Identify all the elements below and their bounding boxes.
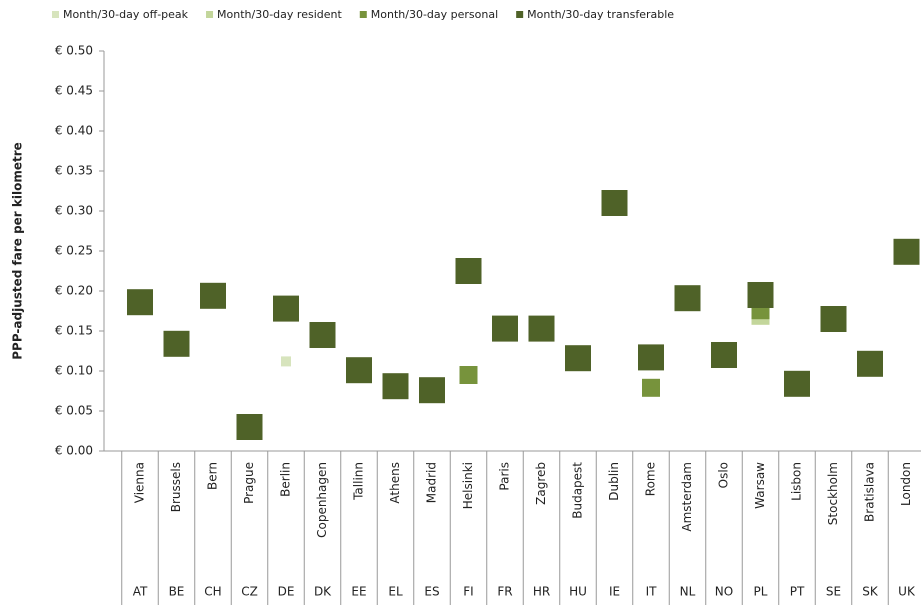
marker xyxy=(455,258,482,284)
country-code: FI xyxy=(463,585,473,599)
y-tick-label: € 0.05 xyxy=(55,404,93,418)
x-tick-label: Amsterdam xyxy=(680,462,694,532)
country-code: UK xyxy=(898,585,916,599)
marker xyxy=(309,322,336,348)
marker xyxy=(273,295,299,322)
y-tick-label: € 0.50 xyxy=(55,44,93,58)
legend-swatch xyxy=(516,11,524,18)
country-code: AT xyxy=(133,585,148,599)
x-tick-label: Madrid xyxy=(425,462,439,503)
marker xyxy=(459,366,478,384)
country-code: HU xyxy=(569,585,587,599)
marker xyxy=(236,414,263,440)
legend-label: Month/30-day resident xyxy=(217,8,342,21)
x-tick-label: Prague xyxy=(242,462,256,504)
marker xyxy=(528,315,555,342)
x-tick-label: London xyxy=(899,462,913,506)
marker xyxy=(638,344,664,371)
x-tick-label: Vienna xyxy=(133,462,147,503)
legend-swatch xyxy=(206,11,214,18)
country-code: HR xyxy=(533,585,550,599)
country-code: PT xyxy=(790,585,805,599)
x-tick-label: Lisbon xyxy=(790,462,804,501)
country-code: DE xyxy=(278,585,295,599)
legend-label: Month/30-day transferable xyxy=(527,8,674,21)
legend-label: Month/30-day personal xyxy=(371,8,498,21)
country-code: SK xyxy=(862,585,879,599)
x-tick-label: Brussels xyxy=(169,462,183,512)
country-code: IE xyxy=(609,585,620,599)
marker xyxy=(565,345,591,372)
x-tick-label: Tallinn xyxy=(352,462,366,501)
x-tick-label: Budapest xyxy=(571,462,585,519)
marker xyxy=(747,282,774,308)
y-tick-label: € 0.30 xyxy=(55,204,93,218)
marker xyxy=(382,373,409,400)
x-tick-label: Bratislava xyxy=(863,462,877,522)
country-code: FR xyxy=(497,585,512,599)
x-tick-label: Bern xyxy=(206,462,220,490)
marker xyxy=(346,357,372,384)
country-code: PL xyxy=(754,585,768,599)
marker xyxy=(127,289,153,316)
x-tick-label: Paris xyxy=(498,462,512,491)
marker xyxy=(642,378,660,397)
x-tick-label: Berlin xyxy=(279,462,293,497)
x-tick-label: Athens xyxy=(388,462,402,504)
marker xyxy=(711,342,737,368)
y-tick-label: € 0.25 xyxy=(55,244,93,258)
x-tick-label: Copenhagen xyxy=(315,462,329,538)
country-code: CZ xyxy=(241,585,258,599)
country-code: IT xyxy=(646,585,658,599)
country-code: CH xyxy=(204,585,221,599)
marker xyxy=(784,370,810,397)
marker xyxy=(492,315,518,342)
marker xyxy=(820,306,847,332)
country-code: ES xyxy=(424,585,439,599)
country-code: EL xyxy=(388,585,403,599)
x-tick-label: Helsinki xyxy=(461,462,475,509)
marker xyxy=(857,350,883,377)
y-tick-label: € 0.15 xyxy=(55,324,93,338)
y-tick-label: € 0.40 xyxy=(55,124,93,138)
marker xyxy=(601,190,628,216)
x-tick-label: Stockholm xyxy=(826,462,840,525)
marker xyxy=(674,285,701,312)
country-code: SE xyxy=(826,585,841,599)
y-tick-label: € 0.45 xyxy=(55,84,93,98)
legend-swatch xyxy=(359,11,367,18)
y-tick-label: € 0.00 xyxy=(55,444,93,458)
y-tick-label: € 0.10 xyxy=(55,364,93,378)
y-tick-label: € 0.20 xyxy=(55,284,93,298)
x-tick-label: Dublin xyxy=(607,462,621,501)
marker xyxy=(281,356,291,367)
legend-label: Month/30-day off-peak xyxy=(63,8,189,21)
marker xyxy=(419,377,445,404)
x-tick-label: Oslo xyxy=(717,462,731,488)
country-code: NO xyxy=(715,585,733,599)
x-tick-label: Rome xyxy=(644,462,658,496)
marker xyxy=(200,282,226,309)
y-tick-label: € 0.35 xyxy=(55,164,93,178)
country-code: NL xyxy=(680,585,696,599)
country-code: BE xyxy=(169,585,185,599)
country-code: DK xyxy=(314,585,332,599)
x-tick-label: Zagreb xyxy=(534,462,548,505)
y-axis-label: PPP-adjusted fare per kilometre xyxy=(11,142,25,360)
x-tick-label: Warsaw xyxy=(753,462,767,509)
marker xyxy=(893,238,920,265)
legend-swatch xyxy=(52,11,59,18)
country-code: EE xyxy=(351,585,366,599)
marker xyxy=(163,330,190,357)
